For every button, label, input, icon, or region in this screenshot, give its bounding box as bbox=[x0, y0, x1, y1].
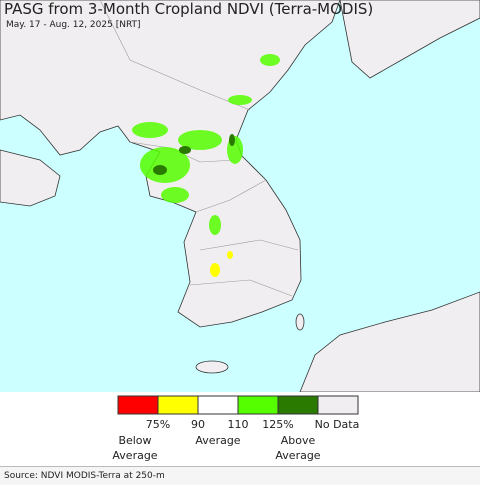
legend-bar bbox=[117, 395, 359, 415]
legend-caption: Above Average bbox=[275, 434, 321, 462]
legend-tick: 110 bbox=[227, 418, 249, 431]
jeju bbox=[195, 360, 229, 374]
legend-tick: 90 bbox=[191, 418, 205, 431]
japan bbox=[299, 291, 480, 392]
vegetation-dark bbox=[153, 134, 235, 175]
legend-swatch bbox=[117, 395, 159, 415]
legend-tick: 75% bbox=[145, 418, 171, 431]
legend-caption: Average bbox=[195, 434, 241, 447]
russia bbox=[339, 0, 480, 79]
source: Source: NDVI MODIS-Terra at 250-m bbox=[4, 471, 165, 481]
legend-swatch bbox=[277, 395, 319, 415]
dry-patches bbox=[210, 251, 233, 277]
legend-caption: Below Average bbox=[112, 434, 158, 462]
legend-swatch bbox=[197, 395, 239, 415]
vegetation bbox=[132, 54, 280, 235]
legend-swatch bbox=[157, 395, 199, 415]
legend-tick: No Data bbox=[314, 418, 360, 431]
title: PASG from 3-Month Cropland NDVI (Terra-M… bbox=[4, 0, 374, 18]
legend-tick: 125% bbox=[262, 418, 294, 431]
shandong bbox=[0, 149, 61, 207]
legend-swatch bbox=[237, 395, 279, 415]
map bbox=[0, 0, 480, 392]
subtitle: May. 17 - Aug. 12, 2025 [NRT] bbox=[6, 20, 141, 30]
legend-swatch bbox=[317, 395, 359, 415]
tsushima bbox=[295, 313, 305, 331]
footer-band bbox=[0, 466, 480, 485]
